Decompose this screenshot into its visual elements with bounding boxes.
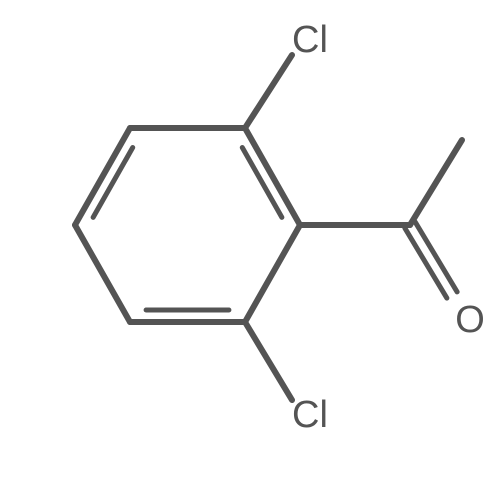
molecule-svg: Cl Cl O [0, 0, 500, 500]
bond-to-cl-top [245, 55, 292, 128]
bond-cho-h [410, 140, 462, 225]
bond-to-cl-bottom [245, 322, 292, 400]
structure-container: Cl Cl O [0, 0, 500, 500]
atom-cl-bottom: Cl [292, 394, 328, 436]
ring-bond [75, 225, 130, 322]
ring-bond [75, 128, 130, 225]
atom-o: O [455, 299, 485, 341]
ring-bond [245, 128, 300, 225]
ring-bond [245, 225, 300, 322]
atom-cl-top: Cl [292, 19, 328, 61]
